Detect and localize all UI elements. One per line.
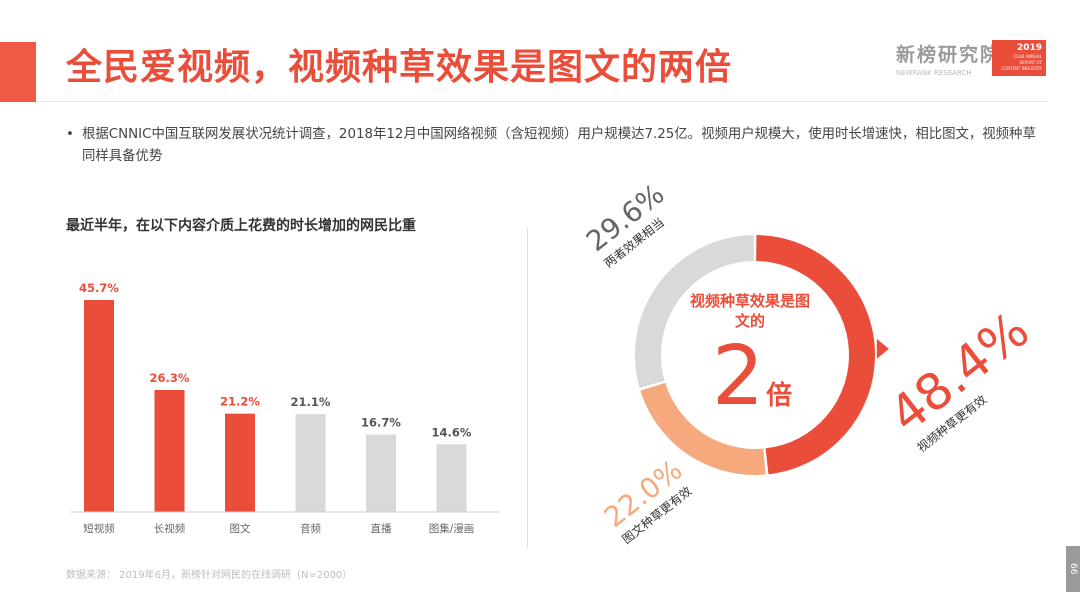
bar-value-label: 26.3% bbox=[150, 371, 190, 385]
bar-5 bbox=[436, 444, 467, 512]
bar-category-label: 图集/漫画 bbox=[429, 522, 475, 535]
bar-1 bbox=[154, 389, 185, 512]
bar-category-label: 音频 bbox=[300, 522, 321, 535]
data-source: 数据来源： 2019年6月，新榜针对网民的在线调研（N=2000） bbox=[66, 570, 353, 581]
page-number: 66 bbox=[1066, 546, 1080, 592]
bullet-text: 根据CNNIC中国互联网发展状况统计调查，2018年12月中国网络视频（含短视频… bbox=[82, 127, 1036, 164]
section-divider bbox=[527, 228, 528, 548]
bar-chart: 45.7% 短视频 26.3% 长视频 21.2% 图文 21.1% 音频 16.7% 直播 14.… bbox=[70, 281, 500, 535]
header-divider bbox=[36, 101, 1048, 102]
badge-year: 2019 bbox=[1016, 43, 1042, 53]
bar-chart-title: 最近半年，在以下内容介质上花费的时长增加的网民比重 bbox=[66, 218, 416, 234]
bar-category-label: 直播 bbox=[371, 522, 392, 535]
bar-value-label: 45.7% bbox=[79, 281, 119, 295]
center-suffix: 倍 bbox=[766, 381, 793, 411]
donut-slice-2 bbox=[634, 235, 754, 388]
bullet-dot: • bbox=[66, 127, 74, 142]
report-badge: 2019 CLUB ANNUAL REPORT OF CONTENT INDUS… bbox=[992, 40, 1046, 76]
logo-text: 新榜研究院 bbox=[896, 44, 1002, 66]
donut-slice-0 bbox=[756, 235, 876, 475]
donut-slice-1 bbox=[640, 382, 766, 475]
center-number: 2 bbox=[712, 329, 765, 424]
bar-category-label: 长视频 bbox=[154, 522, 186, 535]
donut-center-text: 视频种草效果是图文的 bbox=[690, 292, 811, 330]
badge-line-2: REPORT OF bbox=[1019, 60, 1042, 65]
bar-4 bbox=[366, 434, 396, 512]
title-accent-bar bbox=[0, 42, 36, 102]
intro-bullet: • 根据CNNIC中国互联网发展状况统计调查，2018年12月中国网络视频（含短… bbox=[66, 124, 1036, 168]
bar-0 bbox=[84, 300, 114, 512]
logo-subtext: NEWRANK RESEARCH bbox=[896, 69, 972, 77]
bar-value-label: 14.6% bbox=[432, 425, 472, 439]
slice-pointer bbox=[876, 338, 889, 359]
bar-value-label: 21.1% bbox=[291, 395, 331, 409]
newrank-logo: 新榜研究院 NEWRANK RESEARCH bbox=[896, 40, 1002, 80]
bar-category-label: 短视频 bbox=[83, 522, 115, 535]
donut-center-multiplier: 2倍 bbox=[712, 332, 792, 441]
bar-2 bbox=[225, 413, 255, 512]
badge-line-1: CLUB ANNUAL bbox=[1013, 54, 1042, 59]
bar-value-label: 16.7% bbox=[361, 416, 401, 430]
page-title: 全民爱视频，视频种草效果是图文的两倍 bbox=[66, 47, 733, 88]
bar-3 bbox=[295, 414, 326, 512]
bar-value-label: 21.2% bbox=[220, 395, 260, 409]
badge-line-3: CONTENT INDUSTRY bbox=[1001, 66, 1042, 71]
bar-category-label: 图文 bbox=[230, 522, 251, 535]
